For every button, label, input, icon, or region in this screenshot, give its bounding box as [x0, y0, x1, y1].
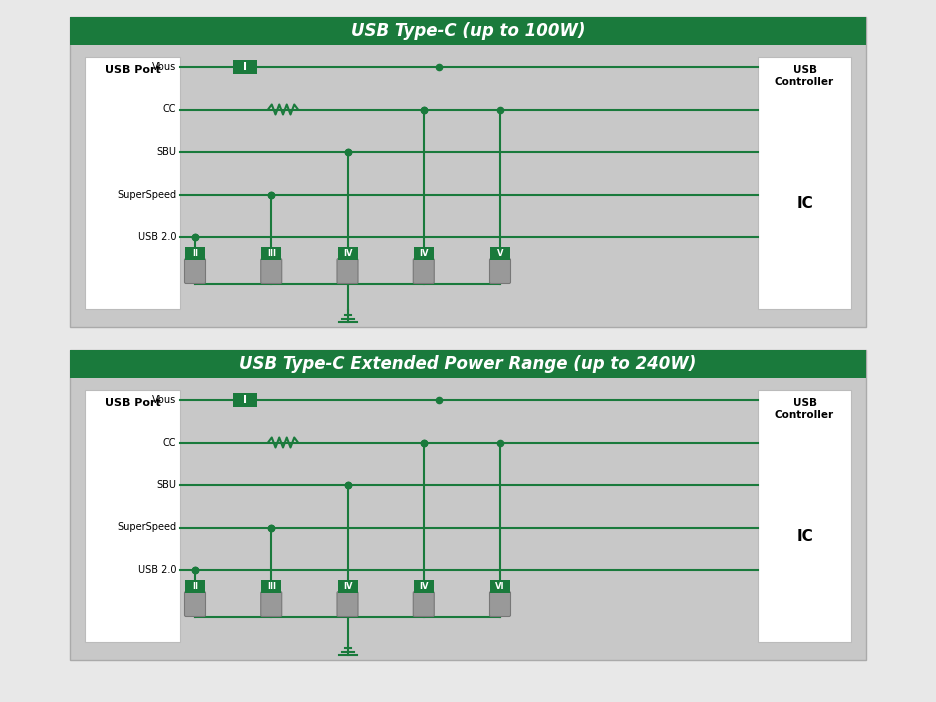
Bar	[414, 247, 433, 260]
Text: SBU: SBU	[156, 480, 176, 490]
Bar	[70, 350, 866, 660]
Text: USB Port: USB Port	[105, 65, 160, 75]
FancyBboxPatch shape	[337, 592, 358, 616]
Bar	[70, 17, 866, 45]
Bar	[414, 580, 433, 593]
Bar	[85, 57, 180, 309]
Text: IC: IC	[797, 196, 812, 211]
Bar	[185, 580, 205, 593]
Bar	[338, 247, 358, 260]
FancyBboxPatch shape	[184, 592, 206, 616]
Bar	[490, 580, 510, 593]
FancyBboxPatch shape	[261, 258, 282, 284]
Text: IV: IV	[343, 582, 352, 591]
Text: IC: IC	[797, 529, 812, 543]
Bar	[490, 247, 510, 260]
Text: III: III	[267, 582, 276, 591]
Text: USB
Controller: USB Controller	[775, 398, 834, 420]
Text: SuperSpeed: SuperSpeed	[117, 190, 176, 199]
Text: V: V	[497, 249, 504, 258]
FancyBboxPatch shape	[184, 258, 206, 284]
Bar	[185, 247, 205, 260]
Text: SBU: SBU	[156, 147, 176, 157]
Bar	[338, 580, 358, 593]
Text: CC: CC	[163, 105, 176, 114]
Text: I: I	[243, 62, 247, 72]
Text: USB 2.0: USB 2.0	[138, 565, 176, 575]
Text: CC: CC	[163, 437, 176, 447]
Text: Vbus: Vbus	[152, 62, 176, 72]
Text: USB
Controller: USB Controller	[775, 65, 834, 88]
Text: II: II	[192, 249, 198, 258]
FancyBboxPatch shape	[414, 592, 434, 616]
Text: USB Type-C Extended Power Range (up to 240W): USB Type-C Extended Power Range (up to 2…	[240, 355, 696, 373]
Text: I: I	[243, 395, 247, 405]
Text: Vbus: Vbus	[152, 395, 176, 405]
Text: IV: IV	[343, 249, 352, 258]
FancyBboxPatch shape	[414, 258, 434, 284]
Bar	[758, 57, 851, 309]
Bar	[233, 393, 257, 407]
Bar	[70, 350, 866, 378]
Text: II: II	[192, 582, 198, 591]
Text: IV: IV	[419, 249, 429, 258]
Bar	[70, 17, 866, 327]
Text: III: III	[267, 249, 276, 258]
Text: USB Type-C (up to 100W): USB Type-C (up to 100W)	[351, 22, 585, 40]
Bar	[85, 390, 180, 642]
Bar	[261, 580, 281, 593]
Bar	[233, 60, 257, 74]
FancyBboxPatch shape	[490, 592, 510, 616]
Bar	[261, 247, 281, 260]
Text: SuperSpeed: SuperSpeed	[117, 522, 176, 533]
Text: IV: IV	[419, 582, 429, 591]
Bar	[758, 390, 851, 642]
Text: USB Port: USB Port	[105, 398, 160, 408]
Text: VI: VI	[495, 582, 505, 591]
FancyBboxPatch shape	[490, 258, 510, 284]
FancyBboxPatch shape	[261, 592, 282, 616]
FancyBboxPatch shape	[337, 258, 358, 284]
Text: USB 2.0: USB 2.0	[138, 232, 176, 242]
